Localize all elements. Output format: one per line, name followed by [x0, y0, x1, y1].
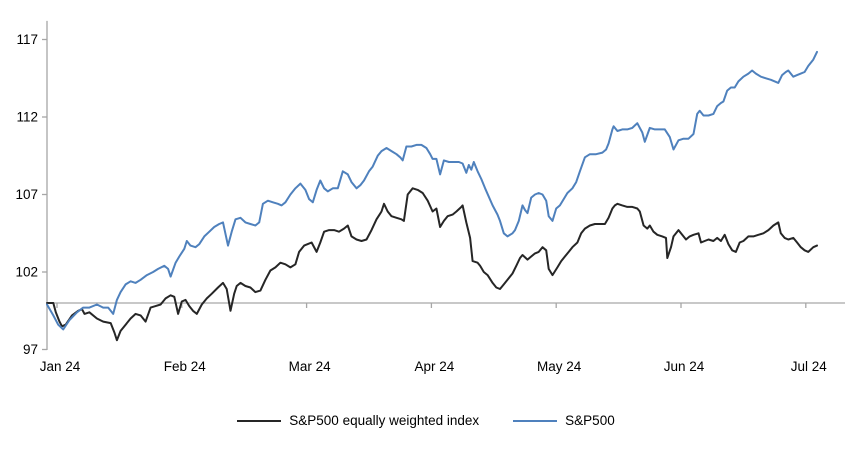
x-tick-label: Feb 24	[164, 359, 207, 374]
y-tick-label: 112	[16, 110, 38, 125]
series-line-equal-weighted	[46, 187, 818, 342]
legend-item-equal-weighted: S&P500 equally weighted index	[237, 413, 479, 428]
x-tick-label: May 24	[537, 359, 582, 374]
legend-line-swatch-equal-weighted	[237, 419, 282, 422]
x-tick-label: Apr 24	[415, 359, 455, 374]
y-tick-label: 117	[16, 32, 38, 47]
x-tick-label: Mar 24	[289, 359, 332, 374]
x-tick-label: Jul 24	[791, 359, 828, 374]
chart-legend: S&P500 equally weighted index S&P500	[0, 413, 852, 428]
y-tick-label: 102	[15, 265, 38, 280]
y-tick-label: 107	[15, 187, 38, 202]
legend-label-equal-weighted: S&P500 equally weighted index	[289, 413, 480, 428]
x-tick-label: Jan 24	[40, 359, 81, 374]
legend-line-swatch-sp500	[513, 419, 558, 422]
legend-item-sp500: S&P500	[513, 413, 615, 428]
series-line-sp500	[46, 50, 818, 331]
legend-label-sp500: S&P500	[565, 413, 615, 428]
y-tick-label: 97	[23, 342, 38, 357]
x-tick-label: Jun 24	[664, 359, 705, 374]
